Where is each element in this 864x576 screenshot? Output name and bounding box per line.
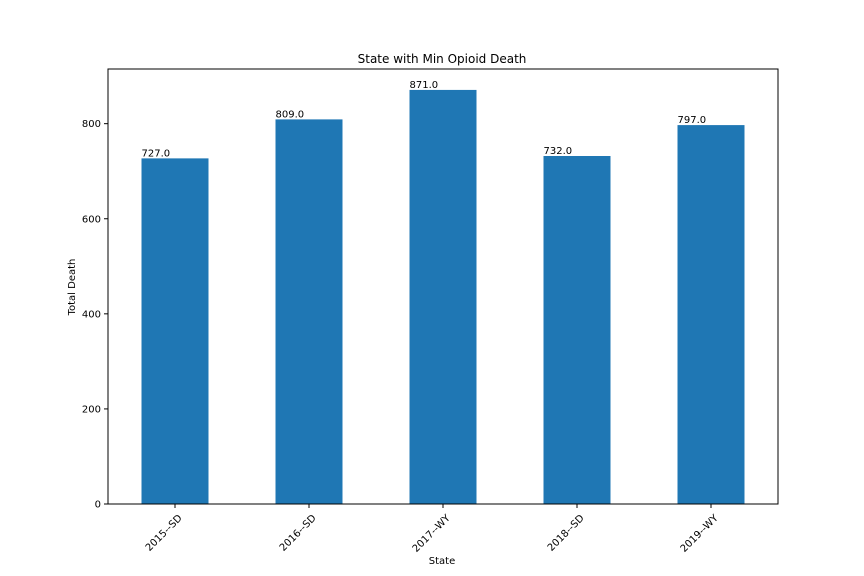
bar-2019--WY — [677, 125, 745, 504]
bar-2015--SD — [141, 158, 209, 504]
x-tick-label-2019--WY: 2019--WY — [679, 512, 722, 555]
x-tick-label-2015--SD: 2015--SD — [144, 513, 185, 554]
bar-2018--SD — [543, 156, 611, 504]
y-tick-label-200: 200 — [82, 404, 101, 415]
data-label-2018--SD: 732.0 — [544, 146, 573, 157]
y-tick-label-600: 600 — [82, 214, 101, 225]
chart-title: State with Min Opioid Death — [358, 52, 527, 66]
x-tick-label-2018--SD: 2018--SD — [546, 513, 587, 554]
data-label-2019--WY: 797.0 — [678, 115, 707, 126]
bar-2016--SD — [275, 119, 343, 505]
bar-2017--WY — [409, 89, 477, 504]
x-axis-label: State — [429, 556, 455, 567]
y-tick-label-0: 0 — [95, 500, 101, 511]
data-label-2016--SD: 809.0 — [276, 109, 305, 120]
data-label-2017--WY: 871.0 — [410, 80, 439, 91]
x-tick-label-2016--SD: 2016--SD — [278, 513, 319, 554]
axes-frame — [107, 68, 779, 505]
y-tick-label-800: 800 — [82, 119, 101, 130]
y-tick-label-400: 400 — [82, 309, 101, 320]
x-tick-label-2017--WY: 2017--WY — [411, 512, 454, 555]
plot-area: 727.0 809.0 871.0 732.0 797.0 0 200 400 600 800 20… — [82, 68, 779, 555]
data-label-2015--SD: 727.0 — [142, 148, 171, 159]
y-axis-label: Total Death — [67, 259, 78, 317]
